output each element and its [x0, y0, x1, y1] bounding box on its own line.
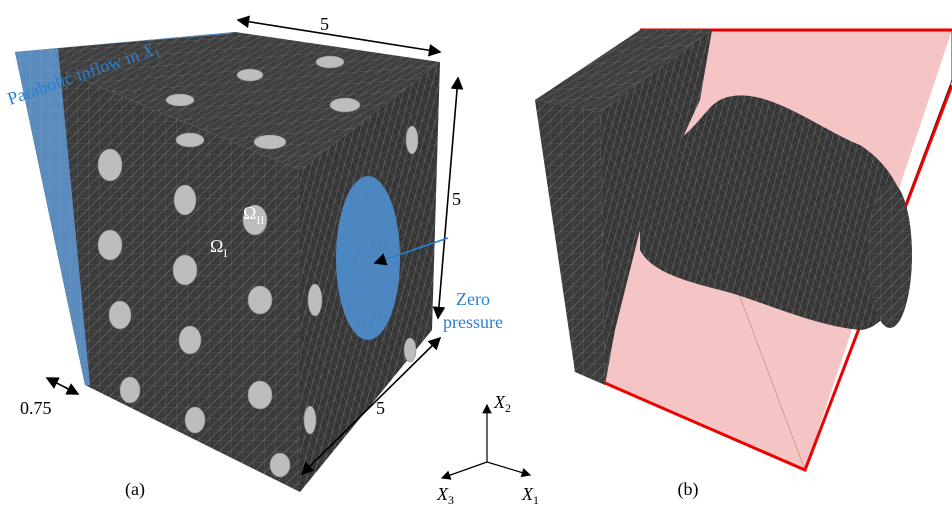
zero-label: Zero [456, 289, 490, 309]
axis-x2-sub: 2 [505, 401, 511, 415]
axis-x3-sub: 3 [448, 493, 454, 505]
caption-a: (a) [125, 479, 145, 500]
axis-x1: X1 [521, 484, 539, 505]
coordinate-axes [442, 405, 530, 478]
dim-right: 5 [452, 189, 461, 209]
axis-x3: X3 [436, 484, 454, 505]
column-cap [868, 182, 912, 328]
dim-bottom: 5 [376, 398, 385, 418]
dim-thickness: 0.75 [20, 398, 52, 418]
omega-2-sub: II [256, 213, 264, 227]
caption-b: (b) [678, 479, 699, 500]
pressure-label: pressure [443, 312, 503, 332]
omega-1-sub: I [223, 246, 227, 260]
dim-top: 5 [320, 14, 329, 34]
omega-1-symbol: Ω [210, 236, 223, 256]
axis-x1-sub: 1 [533, 493, 539, 505]
panel-b [535, 30, 952, 470]
omega-2-symbol: Ω [243, 203, 256, 223]
wall-front [535, 100, 605, 385]
axis-x2: X2 [493, 392, 511, 415]
figure: Parabolic inflow in X1 5 5 5 0.75 ΩI ΩII… [0, 0, 952, 505]
